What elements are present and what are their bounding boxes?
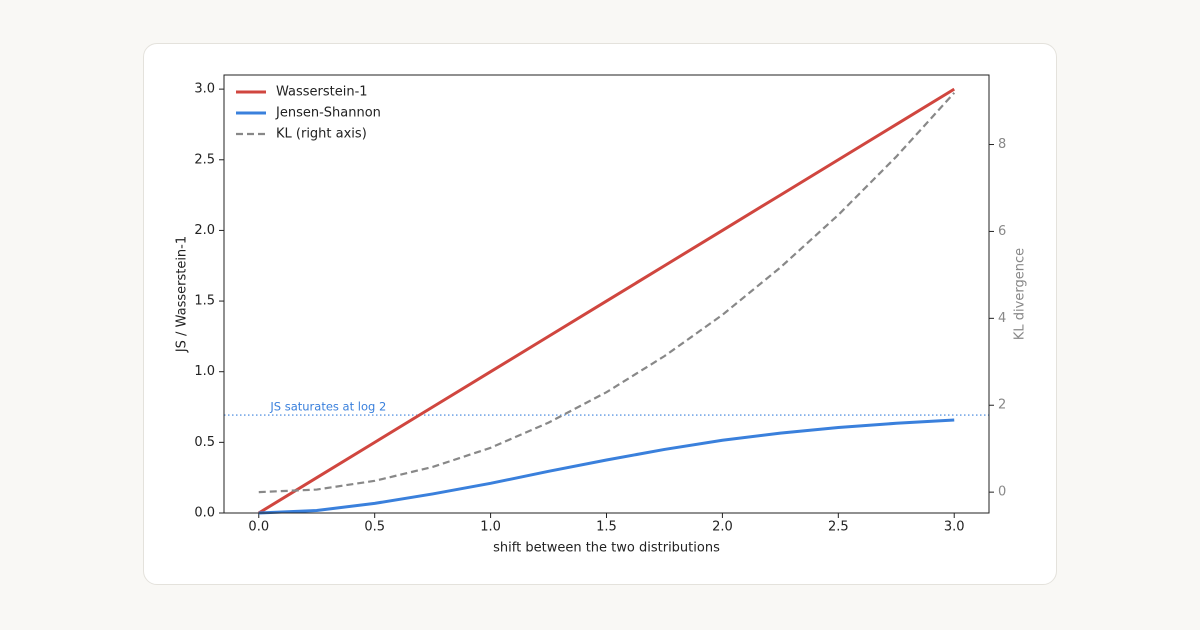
y2-tick-label: 2 [998,398,1006,413]
y-tick-label: 1.0 [194,364,215,379]
y-tick-label: 2.0 [194,223,215,238]
y-tick-label: 3.0 [194,82,215,97]
x-axis-label: shift between the two distributions [493,541,720,556]
y2-tick-label: 6 [998,224,1006,239]
x-tick-label: 0.5 [364,520,385,535]
reference-label: JS saturates at log 2 [269,400,386,414]
plot-frame [223,74,990,514]
y2-tick-label: 0 [998,485,1006,500]
y-tick-label: 0.5 [194,435,215,450]
card [143,43,1057,585]
x-tick-label: 0.0 [248,520,269,535]
legend-label: KL (right axis) [276,127,367,142]
x-tick-label: 1.0 [480,520,501,535]
y-tick-label: 1.5 [194,294,215,309]
x-tick-label: 1.5 [596,520,617,535]
y2-axis-label: KL divergence [1013,248,1028,340]
y-tick-label: 0.0 [194,506,215,521]
legend-label: Jensen-Shannon [275,106,381,121]
x-tick-label: 2.5 [828,520,849,535]
series-line [258,92,956,494]
legend-label: Wasserstein-1 [276,85,368,100]
y2-tick-label: 8 [998,137,1006,152]
y2-tick-label: 4 [998,311,1006,326]
x-tick-label: 3.0 [944,520,965,535]
x-tick-label: 2.0 [712,520,733,535]
series-line [257,87,956,515]
y-axis-label: JS / Wasserstein-1 [175,236,190,353]
y-tick-label: 2.5 [194,152,215,167]
series-line [258,418,955,515]
